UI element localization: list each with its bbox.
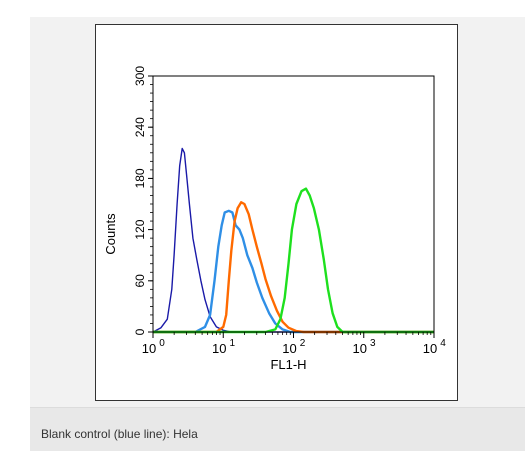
y-tick-label: 240 bbox=[133, 117, 147, 137]
plot-border bbox=[152, 75, 435, 333]
histogram-series-4 bbox=[153, 187, 434, 334]
x-tick-exponent: 0 bbox=[159, 338, 165, 349]
x-tick-exponent: 1 bbox=[229, 338, 235, 349]
y-tick-label: 60 bbox=[133, 274, 147, 288]
x-tick-exponent: 3 bbox=[370, 338, 376, 349]
axis-layer bbox=[148, 75, 435, 338]
y-axis-title: Counts bbox=[103, 213, 118, 255]
figure-caption: Blank control (blue line): Hela bbox=[41, 427, 198, 441]
x-tick-label: 10 bbox=[353, 341, 367, 356]
x-tick-label: 10 bbox=[212, 341, 226, 356]
y-tick-label: 120 bbox=[133, 219, 147, 239]
x-axis-title: FL1-H bbox=[270, 357, 306, 372]
y-tick-label: 300 bbox=[133, 66, 147, 86]
series-layer bbox=[152, 147, 434, 334]
x-tick-exponent: 2 bbox=[300, 338, 306, 349]
x-tick-label: 10 bbox=[142, 341, 156, 356]
histogram-series-3 bbox=[153, 201, 434, 334]
y-tick-label: 180 bbox=[133, 168, 147, 188]
y-tick-label: 0 bbox=[133, 328, 147, 335]
x-tick-label: 10 bbox=[423, 341, 437, 356]
x-tick-exponent: 4 bbox=[440, 338, 446, 349]
caption-bar: Blank control (blue line): Hela bbox=[30, 407, 525, 451]
figure-frame: 0 60 120 180 240 300 10 0 10 1 10 2 10 3 10 4 FL1-H Count… bbox=[95, 24, 458, 401]
histogram-series-1 bbox=[152, 147, 434, 333]
x-tick-label: 10 bbox=[282, 341, 296, 356]
histogram-series-2 bbox=[153, 209, 434, 334]
